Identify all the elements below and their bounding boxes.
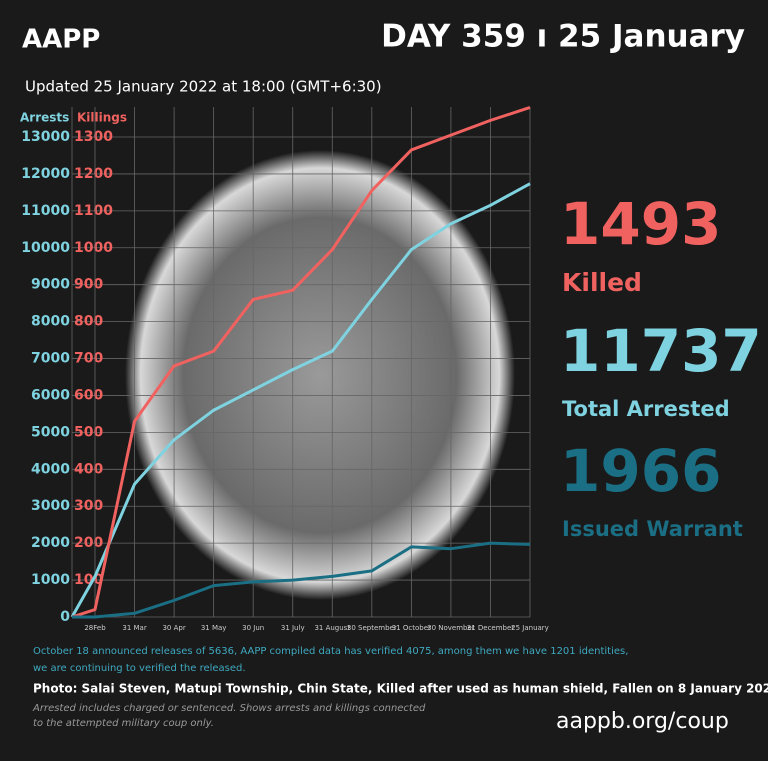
y-axis-label: Arrests xyxy=(20,111,69,125)
y-tick-label: 6000 xyxy=(31,387,70,403)
stat-label: Total Arrested xyxy=(562,397,730,421)
stat-value: 11737 xyxy=(560,317,762,385)
x-tick-label: 31 July xyxy=(281,624,305,632)
y2-tick-label: 600 xyxy=(74,387,103,403)
x-tick-label: 25 January xyxy=(511,624,549,632)
y2-tick-label: 400 xyxy=(74,461,103,477)
x-tick-label: 30 November xyxy=(427,624,475,632)
note: we are continuing to verified the releas… xyxy=(33,663,246,674)
x-tick-label: 31 December xyxy=(467,624,515,632)
y-tick-label: 12000 xyxy=(21,166,70,182)
y2-tick-label: 700 xyxy=(74,351,103,367)
y2-tick-label: 1200 xyxy=(74,166,113,182)
y2-tick-label: 900 xyxy=(74,277,103,293)
url: aappb.org/coup xyxy=(556,709,729,734)
updated: Updated 25 January 2022 at 18:00 (GMT+6:… xyxy=(25,78,382,96)
series-line xyxy=(70,182,531,618)
x-tick-label: 31 August xyxy=(314,624,350,632)
x-tick-label: 30 Apr xyxy=(162,624,185,632)
portrait xyxy=(125,150,515,600)
stat-label: Issued Warrant xyxy=(562,517,743,541)
x-tick-label: 30 Jun xyxy=(242,624,264,632)
y2-tick-label: 300 xyxy=(74,498,103,514)
x-tick-label: 31 May xyxy=(201,624,227,632)
day-title: DAY 359 ı 25 January xyxy=(381,19,745,55)
y-tick-label: 7000 xyxy=(31,351,70,367)
x-tick-label: 31 October xyxy=(392,624,431,632)
y2-axis-label: Killings xyxy=(77,111,127,125)
y2-tick-label: 1000 xyxy=(74,240,113,256)
stat-label: Killed xyxy=(562,268,642,297)
y-tick-label: 2000 xyxy=(31,535,70,551)
y-tick-label: 1000 xyxy=(31,572,70,588)
x-tick-label: 31 Mar xyxy=(122,624,146,632)
stat-value: 1966 xyxy=(560,437,721,505)
y-tick-label: 3000 xyxy=(31,498,70,514)
stat-value: 1493 xyxy=(560,190,721,258)
y-tick-label: 10000 xyxy=(21,240,70,256)
y-tick-label: 5000 xyxy=(31,424,70,440)
caption: Photo: Salai Steven, Matupi Township, Ch… xyxy=(33,682,768,696)
y-tick-label: 13000 xyxy=(21,129,70,145)
y2-tick-label: 200 xyxy=(74,535,103,551)
brand: AAPP xyxy=(22,25,100,55)
series-line xyxy=(71,106,531,619)
note: October 18 announced releases of 5636, A… xyxy=(33,646,628,657)
x-tick-label: 28Feb xyxy=(84,624,106,632)
y2-tick-label: 800 xyxy=(74,314,103,330)
y-tick-label: 8000 xyxy=(31,314,70,330)
y2-tick-label: 1100 xyxy=(74,203,113,219)
y2-tick-label: 1300 xyxy=(74,129,113,145)
footnote: Arrested includes charged or sentenced. … xyxy=(32,703,426,714)
y-tick-label: 9000 xyxy=(31,277,70,293)
x-tick-label: 30 September xyxy=(347,624,397,632)
y-tick-label: 11000 xyxy=(21,203,70,219)
series-line xyxy=(72,541,531,619)
footnote: to the attempted military coup only. xyxy=(33,718,214,729)
y2-tick-label: 500 xyxy=(74,424,103,440)
y-tick-label: 0 xyxy=(60,609,70,625)
y-tick-label: 4000 xyxy=(31,461,70,477)
